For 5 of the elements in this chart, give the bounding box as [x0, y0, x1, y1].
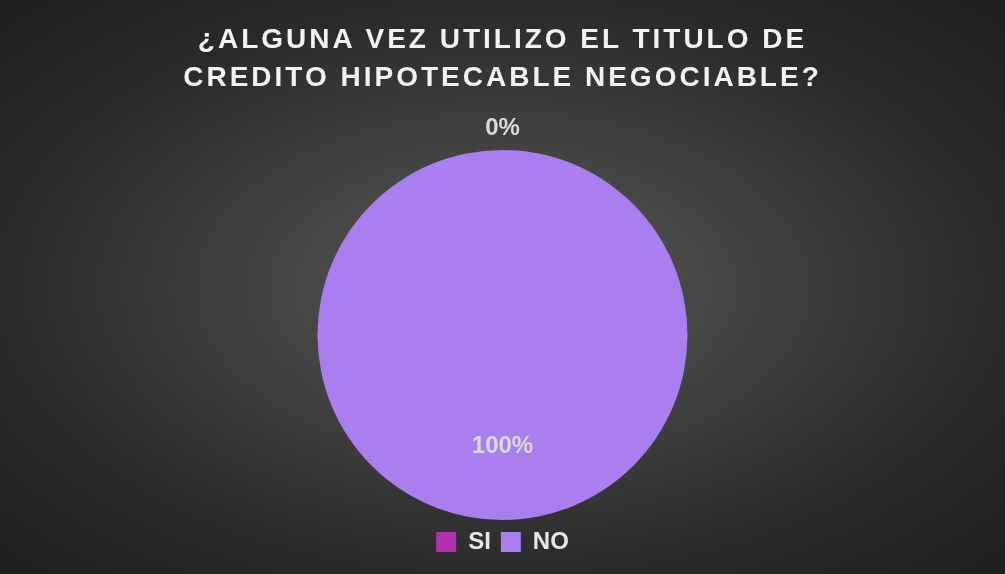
chart-title: ¿ALGUNA VEZ UTILIZO EL TITULO DE CREDITO HIPOTECABLE NEGOCIABLE?	[182, 22, 823, 94]
legend-label: SI	[468, 526, 491, 554]
legend-label: NO	[532, 526, 569, 554]
text: 0%	[485, 112, 520, 140]
data-label: 100%	[471, 430, 534, 458]
